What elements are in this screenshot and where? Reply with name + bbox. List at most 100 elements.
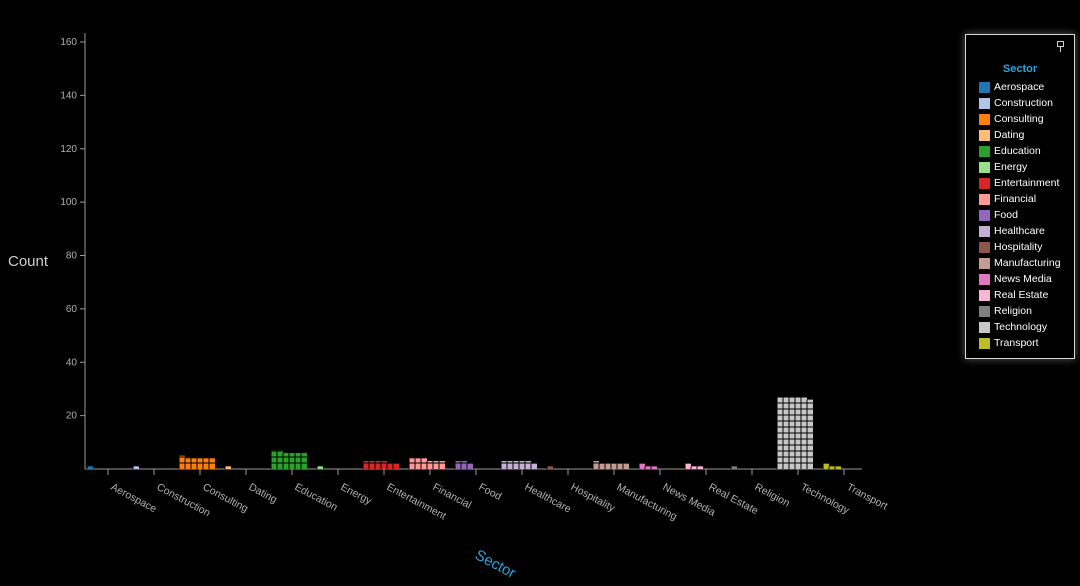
legend-item-transport[interactable]: Transport bbox=[979, 335, 1061, 351]
legend-item-religion[interactable]: Religion bbox=[979, 303, 1061, 319]
bar-technology[interactable] bbox=[776, 396, 813, 469]
y-tick-label: 140 bbox=[60, 90, 77, 101]
legend-item-manufacturing[interactable]: Manufacturing bbox=[979, 255, 1061, 271]
legend-label: Energy bbox=[994, 161, 1028, 173]
bar-column bbox=[697, 466, 703, 469]
bar-column bbox=[277, 450, 283, 469]
legend-swatch bbox=[979, 193, 990, 205]
bar-healthcare[interactable] bbox=[500, 460, 537, 469]
legend-item-news-media[interactable]: News Media bbox=[979, 271, 1061, 287]
legend-item-food[interactable]: Food bbox=[979, 207, 1061, 223]
bar-column bbox=[301, 452, 307, 469]
legend-swatch bbox=[979, 305, 990, 317]
bar-column bbox=[519, 460, 525, 469]
legend-swatch bbox=[979, 321, 990, 333]
bar-column bbox=[691, 466, 697, 469]
legend-swatch bbox=[979, 225, 990, 237]
x-tick-label: Transport bbox=[845, 481, 890, 513]
bar-transport[interactable] bbox=[822, 463, 841, 469]
legend-item-energy[interactable]: Energy bbox=[979, 159, 1061, 175]
y-axis: 20 40 60 80 100 120 140 160 bbox=[60, 33, 86, 469]
legend-item-real-estate[interactable]: Real Estate bbox=[979, 287, 1061, 303]
bar-column bbox=[531, 463, 537, 469]
bar-manufacturing[interactable] bbox=[592, 460, 629, 469]
bar-column bbox=[133, 466, 139, 469]
bar-hospitality[interactable] bbox=[546, 466, 553, 469]
legend-swatch bbox=[979, 337, 990, 349]
bar-construction[interactable] bbox=[132, 466, 139, 469]
y-tick-label: 80 bbox=[66, 251, 78, 262]
legend-title: Sector bbox=[1002, 63, 1038, 75]
bar-column bbox=[191, 458, 197, 469]
legend-item-consulting[interactable]: Consulting bbox=[979, 111, 1061, 127]
bar-real-estate[interactable] bbox=[684, 463, 703, 469]
bar-column bbox=[197, 458, 203, 469]
bar-energy[interactable] bbox=[316, 466, 323, 469]
bar-column bbox=[651, 466, 657, 469]
legend-item-aerospace[interactable]: Aerospace bbox=[979, 79, 1061, 95]
bar-column bbox=[363, 460, 369, 469]
bar-financial[interactable] bbox=[408, 458, 445, 469]
bar-consulting[interactable] bbox=[178, 455, 215, 469]
legend-item-entertainment[interactable]: Entertainment bbox=[979, 175, 1061, 191]
x-tick-label: Aerospace bbox=[109, 481, 159, 515]
bar-column bbox=[599, 463, 605, 469]
bar-news-media[interactable] bbox=[638, 463, 657, 469]
legend-swatch bbox=[979, 177, 990, 189]
bar-column bbox=[593, 460, 599, 469]
y-tick-label: 120 bbox=[60, 144, 77, 155]
y-tick-label: 100 bbox=[60, 197, 77, 208]
x-tick-label: Energy bbox=[339, 481, 375, 508]
legend-label: Education bbox=[994, 145, 1041, 157]
bar-column bbox=[525, 460, 531, 469]
bar-column bbox=[823, 463, 829, 469]
legend-swatch bbox=[979, 145, 990, 157]
bar-column bbox=[387, 463, 393, 469]
legend-item-construction[interactable]: Construction bbox=[979, 95, 1061, 111]
x-tick-label: Dating bbox=[247, 481, 280, 506]
legend-item-hospitality[interactable]: Hospitality bbox=[979, 239, 1061, 255]
legend-label: Entertainment bbox=[994, 177, 1060, 189]
bar-religion[interactable] bbox=[730, 466, 737, 469]
legend-swatch bbox=[979, 97, 990, 109]
legend-swatch bbox=[979, 273, 990, 285]
legend-item-technology[interactable]: Technology bbox=[979, 319, 1061, 335]
bar-column bbox=[427, 460, 433, 469]
legend-swatch bbox=[979, 161, 990, 173]
bar-dating[interactable] bbox=[224, 466, 231, 469]
bar-column bbox=[433, 460, 439, 469]
bar-column bbox=[271, 450, 277, 469]
legend-label: Construction bbox=[994, 97, 1053, 109]
legend-label: Consulting bbox=[994, 113, 1044, 125]
legend-item-dating[interactable]: Dating bbox=[979, 127, 1061, 143]
legend-label: Food bbox=[994, 209, 1018, 221]
bar-entertainment[interactable] bbox=[362, 460, 399, 469]
legend-label: Dating bbox=[994, 129, 1025, 141]
legend-item-financial[interactable]: Financial bbox=[979, 191, 1061, 207]
bar-column bbox=[501, 460, 507, 469]
legend-item-healthcare[interactable]: Healthcare bbox=[979, 223, 1061, 239]
bar-column bbox=[439, 460, 445, 469]
bar-column bbox=[639, 463, 645, 469]
bar-column bbox=[225, 466, 231, 469]
legend-item-education[interactable]: Education bbox=[979, 143, 1061, 159]
x-tick-label: Food bbox=[477, 481, 504, 503]
y-tick-label: 160 bbox=[60, 37, 77, 48]
legend-swatch bbox=[979, 257, 990, 269]
bar-column bbox=[381, 460, 387, 469]
bar-food[interactable] bbox=[454, 460, 473, 469]
pin-icon[interactable] bbox=[1057, 41, 1066, 52]
bar-column bbox=[393, 463, 399, 469]
y-axis-title: Count bbox=[8, 253, 49, 270]
bar-column bbox=[467, 463, 473, 469]
bar-column bbox=[513, 460, 519, 469]
x-tick-label: Hospitality bbox=[569, 481, 618, 515]
bar-column bbox=[507, 460, 513, 469]
bar-column bbox=[623, 463, 629, 469]
bar-aerospace[interactable] bbox=[86, 466, 93, 469]
bar-column bbox=[611, 463, 617, 469]
bar-education[interactable] bbox=[270, 450, 307, 469]
bar-column bbox=[409, 458, 415, 469]
